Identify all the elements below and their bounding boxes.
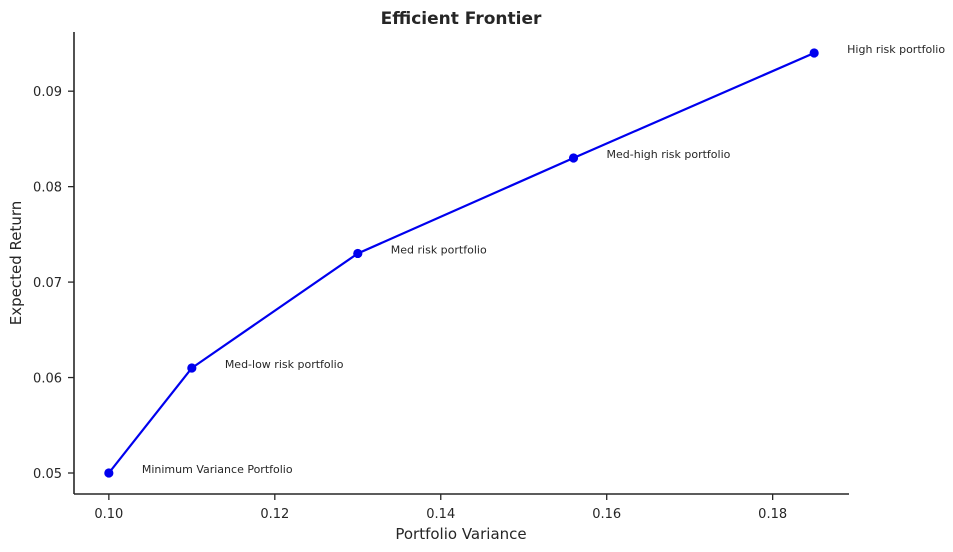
x-axis-ticks: 0.10 0.12 0.14 0.16 0.18	[94, 494, 787, 522]
x-tick-label: 0.10	[94, 507, 123, 522]
portfolio-annotation: Med risk portfolio	[391, 243, 487, 256]
x-tick-label: 0.18	[758, 507, 787, 522]
y-tick-label: 0.05	[33, 467, 62, 482]
x-tick-label: 0.16	[592, 507, 621, 522]
frontier-series-line	[107, 51, 815, 474]
portfolio-annotations: Minimum Variance Portfolio Med-low risk p…	[142, 43, 946, 476]
y-tick-label: 0.07	[33, 276, 62, 291]
frontier-point	[809, 48, 819, 58]
y-axis-label: Expected Return	[7, 201, 25, 326]
x-axis-label: Portfolio Variance	[395, 525, 526, 543]
x-tick-label: 0.14	[426, 507, 455, 522]
frontier-point	[353, 248, 363, 259]
y-tick-label: 0.09	[33, 85, 62, 100]
portfolio-annotation: High risk portfolio	[847, 43, 945, 56]
frontier-point	[104, 468, 114, 478]
frontier-point	[568, 153, 579, 163]
portfolio-annotation: Med-low risk portfolio	[225, 358, 344, 371]
y-axis-ticks: 0.05 0.06 0.07 0.08 0.09	[33, 85, 74, 482]
y-tick-label: 0.08	[33, 181, 62, 196]
y-tick-label: 0.06	[33, 372, 62, 387]
chart-title: Efficient Frontier	[381, 9, 542, 29]
x-tick-label: 0.12	[260, 507, 289, 522]
frontier-points	[104, 48, 819, 478]
frontier-point	[187, 363, 197, 373]
portfolio-annotation: Med-high risk portfolio	[607, 148, 731, 161]
portfolio-annotation: Minimum Variance Portfolio	[142, 463, 293, 476]
